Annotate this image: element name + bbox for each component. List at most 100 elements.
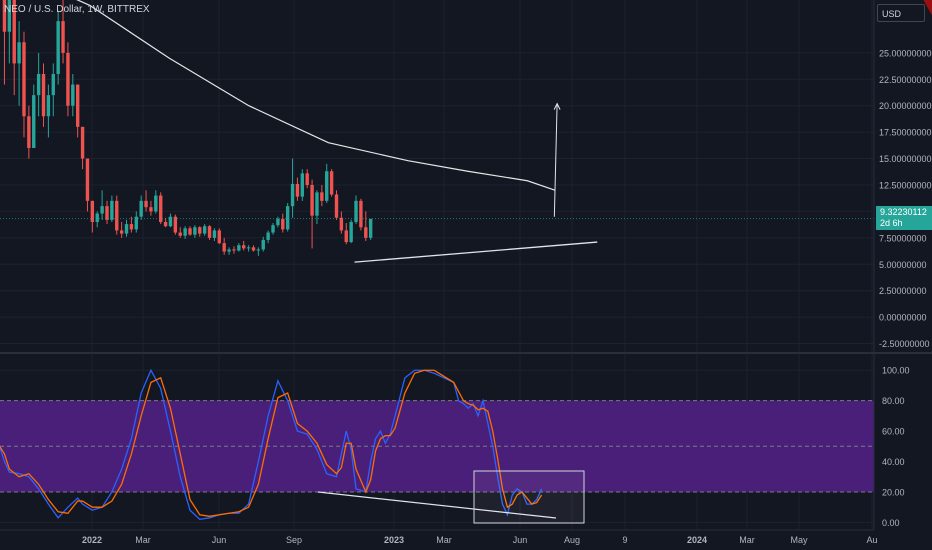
candle-body[interactable]: [310, 184, 314, 216]
candle-body[interactable]: [144, 200, 148, 208]
oscillator-drawings[interactable]: [317, 470, 585, 524]
candle-body[interactable]: [115, 200, 119, 231]
candle-body[interactable]: [193, 227, 197, 235]
candle-body[interactable]: [2, 0, 7, 32]
candle-body[interactable]: [198, 227, 202, 234]
candle-body[interactable]: [173, 216, 178, 233]
candle-body[interactable]: [90, 200, 95, 222]
candle-body[interactable]: [66, 52, 70, 106]
candle-body[interactable]: [80, 126, 85, 159]
candle-body[interactable]: [51, 73, 55, 96]
price-axis[interactable]: 25.00000000 22.50000000 20.00000000 17.5000…: [879, 48, 932, 349]
candle-body[interactable]: [12, 0, 16, 64]
candle-body[interactable]: [261, 239, 265, 250]
price-drawings[interactable]: [0, 102, 874, 263]
projection-arrow[interactable]: [553, 103, 558, 217]
candle-body[interactable]: [344, 230, 348, 243]
candle-body[interactable]: [41, 73, 46, 117]
candle-body[interactable]: [368, 218, 373, 238]
candle-body[interactable]: [222, 243, 226, 252]
support-trendline[interactable]: [354, 241, 598, 263]
candle-body[interactable]: [56, 21, 60, 74]
candle-body[interactable]: [276, 218, 280, 226]
candle-body[interactable]: [124, 224, 129, 234]
candle-body[interactable]: [188, 228, 192, 235]
candle-body[interactable]: [85, 158, 90, 201]
candle-body[interactable]: [27, 116, 31, 148]
candle-body[interactable]: [159, 195, 163, 222]
candle-body[interactable]: [359, 200, 363, 228]
candle-body[interactable]: [168, 216, 173, 227]
candle-body[interactable]: [36, 73, 41, 96]
currency-selector[interactable]: USD: [877, 4, 925, 22]
candle-body[interactable]: [110, 200, 114, 220]
candle-body[interactable]: [349, 221, 353, 243]
divergence-trendline[interactable]: [317, 491, 557, 519]
price-tick-label: 12.50000000: [879, 180, 932, 190]
price-tick-label: -2.50000000: [879, 339, 930, 349]
candle-body[interactable]: [119, 230, 124, 234]
candle-body[interactable]: [266, 232, 270, 240]
candle-body[interactable]: [183, 228, 187, 236]
candle-body[interactable]: [217, 230, 222, 244]
time-tick-label: Sep: [286, 535, 302, 545]
candle-body[interactable]: [212, 230, 217, 238]
osc-tick-label: 40.00: [882, 457, 905, 467]
candle-body[interactable]: [178, 232, 182, 236]
candle-body[interactable]: [325, 171, 329, 201]
candle-body[interactable]: [339, 217, 344, 231]
candle-body[interactable]: [105, 206, 109, 220]
candle-body[interactable]: [227, 249, 231, 252]
candle-body[interactable]: [32, 95, 36, 148]
candle-body[interactable]: [315, 192, 319, 216]
candle-body[interactable]: [305, 173, 309, 185]
candle-body[interactable]: [46, 95, 51, 117]
candle-body[interactable]: [300, 173, 305, 197]
candle-body[interactable]: [329, 171, 334, 195]
candle-body[interactable]: [290, 183, 295, 207]
candle-body[interactable]: [256, 249, 261, 251]
stoch-rsi-band: [0, 400, 874, 493]
oscillator-axis[interactable]: 100.00 80.00 60.00 40.00 20.00 0.00: [882, 366, 910, 528]
candle-body[interactable]: [295, 183, 300, 197]
candle-body[interactable]: [139, 200, 143, 217]
highlight-rectangle[interactable]: [473, 470, 585, 524]
candle-body[interactable]: [149, 207, 153, 212]
candle-body[interactable]: [134, 216, 138, 230]
candle-body[interactable]: [354, 200, 358, 222]
candle-body[interactable]: [61, 21, 65, 53]
candle-body[interactable]: [129, 224, 134, 230]
candle-body[interactable]: [364, 227, 368, 238]
candle-body[interactable]: [7, 0, 12, 32]
candle-body[interactable]: [95, 213, 99, 222]
candle-body[interactable]: [281, 218, 285, 230]
candle-body[interactable]: [17, 42, 21, 64]
candle-body[interactable]: [271, 225, 275, 233]
candle-body[interactable]: [71, 84, 75, 106]
candle-body[interactable]: [75, 84, 80, 127]
candle-body[interactable]: [100, 206, 104, 214]
time-tick-label: Au: [866, 535, 877, 545]
time-tick-label: Mar: [436, 535, 452, 545]
candle-body[interactable]: [237, 245, 241, 251]
candlestick-series[interactable]: [2, 0, 373, 256]
candle-body[interactable]: [207, 226, 212, 238]
candle-body[interactable]: [334, 194, 339, 218]
candle-body[interactable]: [246, 247, 251, 249]
symbol-title[interactable]: NEO / U.S. Dollar, 1W, BITTREX: [4, 4, 150, 15]
candle-body[interactable]: [320, 192, 324, 201]
candle-body[interactable]: [202, 226, 207, 234]
time-axis[interactable]: 2022 Mar Jun Sep 2023 Mar Jun Aug 9 2024 Mar May Au: [82, 535, 878, 545]
candle-body[interactable]: [242, 245, 246, 249]
candle-body[interactable]: [22, 42, 26, 117]
candle-body[interactable]: [163, 221, 168, 227]
candle-body[interactable]: [285, 206, 290, 230]
candle-body[interactable]: [154, 195, 158, 212]
cloud-region: [923, 0, 932, 16]
candle-body[interactable]: [232, 249, 236, 251]
bar-countdown: 2d 6h: [880, 218, 903, 228]
time-tick-label: 2023: [384, 535, 404, 545]
candle-body[interactable]: [251, 247, 256, 251]
